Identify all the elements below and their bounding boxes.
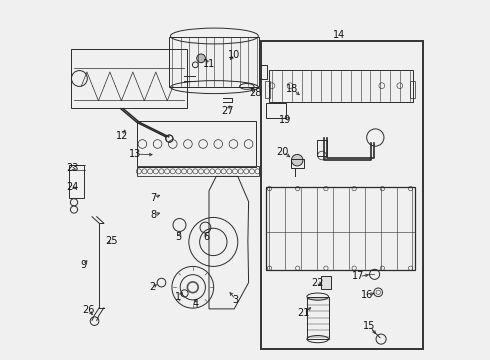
Bar — [72, 49, 187, 108]
Text: 17: 17 — [352, 271, 365, 282]
Text: 2: 2 — [149, 282, 155, 292]
Bar — [266, 103, 286, 118]
Bar — [137, 166, 259, 176]
Text: 19: 19 — [279, 114, 292, 125]
Text: 23: 23 — [66, 163, 78, 174]
Bar — [266, 187, 416, 270]
Text: 6: 6 — [203, 232, 209, 242]
Text: 13: 13 — [129, 149, 141, 159]
Bar — [137, 121, 256, 167]
Bar — [320, 276, 331, 289]
Bar — [307, 297, 328, 339]
Text: 4: 4 — [192, 299, 198, 309]
Bar — [261, 41, 423, 349]
Bar — [317, 140, 327, 156]
Text: 28: 28 — [249, 88, 261, 98]
Bar — [69, 165, 84, 198]
Bar — [265, 81, 270, 98]
Text: 10: 10 — [228, 50, 240, 60]
Text: 24: 24 — [66, 182, 78, 192]
Text: 7: 7 — [150, 193, 156, 203]
Text: 11: 11 — [203, 59, 215, 69]
Text: 21: 21 — [297, 308, 310, 318]
Bar — [270, 70, 414, 102]
Text: 3: 3 — [232, 294, 238, 305]
Text: 25: 25 — [105, 236, 117, 246]
Text: 14: 14 — [333, 30, 345, 40]
Text: 27: 27 — [221, 106, 233, 116]
Text: 1: 1 — [175, 292, 181, 302]
Text: 20: 20 — [277, 147, 289, 157]
Text: 26: 26 — [82, 305, 95, 315]
Text: 18: 18 — [286, 84, 298, 94]
Text: 16: 16 — [361, 290, 373, 300]
Bar — [410, 81, 416, 98]
Text: 12: 12 — [116, 131, 128, 141]
Text: 22: 22 — [312, 278, 324, 288]
Text: 5: 5 — [175, 232, 181, 242]
Bar — [291, 159, 304, 168]
Circle shape — [292, 154, 303, 166]
Text: 8: 8 — [150, 210, 156, 220]
Bar — [170, 37, 259, 87]
Circle shape — [197, 54, 205, 63]
Text: 15: 15 — [363, 321, 375, 331]
Text: 9: 9 — [81, 260, 87, 270]
